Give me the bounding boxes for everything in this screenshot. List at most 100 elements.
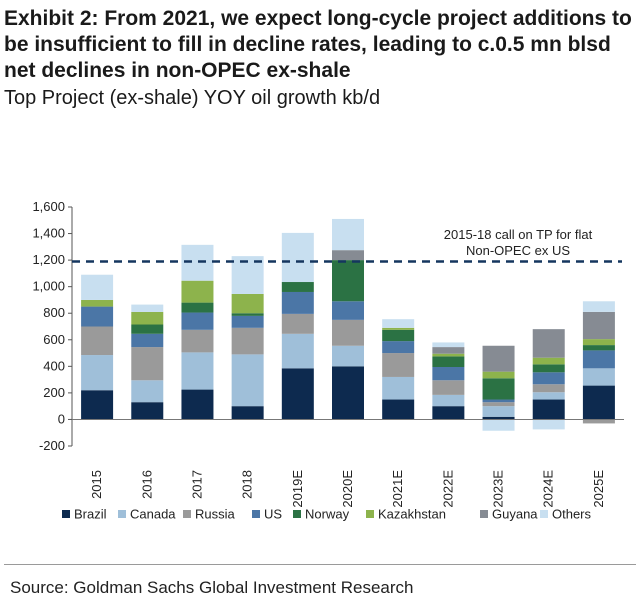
bar-segment-norway-2024e — [532, 364, 565, 373]
bar-segment-canada-2016 — [131, 380, 164, 403]
x-tick-label: 2022E — [440, 470, 455, 508]
x-tick-label: 2016 — [139, 470, 154, 499]
bar-segment-us-2024e — [532, 372, 565, 385]
y-tick-label: 0 — [58, 411, 65, 426]
bar-segment-canada-2022e — [432, 394, 465, 407]
bar-segment-russia-2018 — [231, 327, 264, 355]
x-tick-label: 2020E — [340, 470, 355, 508]
bar-segment-russia-2023e — [482, 402, 515, 407]
bar-segment-guyana-2022e — [432, 347, 465, 354]
bar-segment-brazil-2015 — [81, 390, 114, 420]
y-tick-label: 800 — [43, 305, 65, 320]
y-tick-label: 1,000 — [32, 279, 65, 294]
x-tick-label: 2023E — [491, 470, 506, 508]
y-tick-label: 1,200 — [32, 252, 65, 267]
bar-segment-norway-2017 — [181, 302, 214, 313]
bar-segment-norway-2021e — [382, 329, 415, 342]
bar-segment-russia-2024e — [532, 384, 565, 393]
legend-label-canada: Canada — [130, 507, 176, 522]
bar-segment-others-2015 — [81, 274, 114, 300]
bar-segment-others-2019e — [281, 232, 314, 283]
bar-segment-canada-2020e — [332, 345, 364, 367]
chart-subtitle: Top Project (ex-shale) YOY oil growth kb… — [4, 87, 381, 109]
legend-swatch-russia — [183, 510, 191, 518]
legend-swatch-kazakhstan — [366, 510, 374, 518]
bar-segment-us-2022e — [432, 366, 465, 381]
bar-segment-us-2018 — [231, 315, 264, 328]
bar-segment-russia-2016 — [131, 347, 164, 381]
legend-label-kazakhstan: Kazakhstan — [378, 507, 446, 522]
reference-line-label: Non-OPEC ex US — [466, 243, 570, 258]
y-tick-label: 200 — [43, 385, 65, 400]
y-tick-label: 400 — [43, 358, 65, 373]
bar-segment-norway-2016 — [131, 324, 164, 334]
bar-segment-canada-2024e — [532, 392, 565, 400]
legend-label-us: US — [264, 507, 282, 522]
bar-segment-kazakhstan-2024e — [532, 357, 565, 365]
bar-segment-russia-2022e — [432, 380, 465, 395]
x-tick-label: 2025E — [591, 470, 606, 508]
bar-segment-norway-2018 — [231, 313, 264, 316]
bar-segment-brazil-2021e — [382, 399, 415, 420]
bar-segment-others-2016 — [131, 304, 164, 312]
bar-segment-others-2025e — [582, 301, 615, 312]
legend-swatch-canada — [118, 510, 126, 518]
bar-segment-us-2017 — [181, 312, 214, 330]
x-tick-label: 2021E — [390, 470, 405, 508]
x-tick-label: 2015 — [89, 470, 104, 499]
stacked-bar-chart: -200 0 200 400 600 800 1,000 1,200 1,400 1,600 201… — [32, 199, 624, 522]
chart-title: Exhibit 2: From 2021, we expect long-cyc… — [4, 7, 632, 82]
bar-segment-canada-2018 — [231, 354, 264, 407]
bar-segment-norway-2022e — [432, 356, 465, 367]
bar-segment-others-2021e — [382, 319, 415, 328]
legend-swatch-guyana — [480, 510, 488, 518]
legend-label-guyana: Guyana — [492, 507, 538, 522]
bar-segment-russia-2019e — [281, 313, 314, 334]
bar-segment-kazakhstan-2017 — [181, 280, 214, 303]
bar-segment-canada-2021e — [382, 376, 415, 400]
bar-segment-brazil-2019e — [281, 368, 314, 420]
legend-label-norway: Norway — [305, 507, 350, 522]
bar-segment-russia-2017 — [181, 329, 214, 353]
bar-segment-norway-2023e — [482, 378, 515, 400]
bar-segment-guyana-2024e — [532, 329, 565, 358]
x-tick-label: 2019E — [290, 470, 305, 508]
bar-segment-brazil-2020e — [332, 366, 364, 420]
bar-segment-brazil-2018 — [231, 406, 264, 420]
reference-line-label: 2015-18 call on TP for flat — [444, 227, 593, 242]
bar-segment-others-2022e — [432, 342, 465, 348]
x-tick-label: 2024E — [541, 470, 556, 508]
bar-segment-us-2015 — [81, 306, 114, 327]
bar-segment-russia-2020e — [332, 319, 364, 346]
bar-segment-kazakhstan-2021e — [382, 327, 415, 330]
bar-segment-us-2016 — [131, 333, 164, 348]
bar-segment-kazakhstan-2015 — [81, 299, 114, 307]
bar-segment-brazil-2024e — [532, 399, 565, 420]
bar-segment-others-2020e — [332, 218, 364, 251]
bar-segment-kazakhstan-2016 — [131, 311, 164, 325]
bar-segment-others-2017 — [181, 244, 214, 281]
bar-segment-norway-2019e — [281, 282, 314, 292]
footer-divider — [4, 564, 636, 565]
bar-segment-kazakhstan-2018 — [231, 293, 264, 314]
bar-segment-brazil-2016 — [131, 402, 164, 420]
bar-segment-canada-2025e — [582, 368, 615, 386]
legend-swatch-others — [540, 510, 548, 518]
x-tick-label: 2017 — [189, 470, 204, 499]
bar-segment-others-2024e — [532, 419, 565, 430]
bar-segment-russia-2021e — [382, 353, 415, 377]
legend-swatch-norway — [293, 510, 301, 518]
bar-segment-brazil-2025e — [582, 385, 615, 420]
bar-segment-others-2023e — [482, 419, 515, 431]
bar-segment-canada-2019e — [281, 333, 314, 369]
x-tick-label: 2018 — [240, 470, 255, 499]
legend-label-brazil: Brazil — [74, 507, 107, 522]
bar-segment-kazakhstan-2022e — [432, 353, 465, 357]
bar-segment-guyana-2023e — [482, 345, 515, 372]
y-tick-label: -200 — [39, 438, 65, 453]
bar-segment-us-2023e — [482, 399, 515, 403]
bar-segment-norway-2025e — [582, 345, 615, 351]
bar-segment-canada-2023e — [482, 406, 515, 417]
legend-swatch-brazil — [62, 510, 70, 518]
bar-segment-kazakhstan-2023e — [482, 371, 515, 379]
